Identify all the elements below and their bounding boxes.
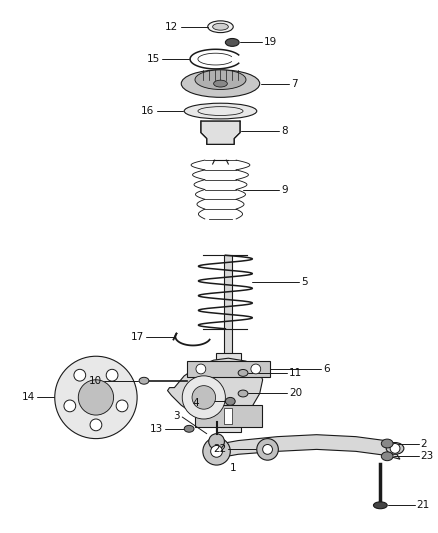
Bar bbox=[187, 361, 269, 377]
Circle shape bbox=[209, 434, 224, 449]
Circle shape bbox=[74, 369, 86, 381]
Ellipse shape bbox=[374, 502, 387, 508]
Ellipse shape bbox=[181, 70, 260, 98]
Text: 12: 12 bbox=[165, 22, 178, 32]
Circle shape bbox=[90, 419, 102, 431]
Text: 9: 9 bbox=[281, 184, 288, 195]
Circle shape bbox=[116, 400, 128, 412]
Ellipse shape bbox=[238, 390, 248, 397]
Text: 2: 2 bbox=[420, 439, 427, 448]
Ellipse shape bbox=[184, 425, 194, 432]
Circle shape bbox=[211, 446, 223, 457]
Circle shape bbox=[257, 439, 278, 460]
Bar bbox=[215, 353, 241, 432]
Ellipse shape bbox=[184, 103, 257, 119]
Text: 20: 20 bbox=[289, 389, 302, 399]
Ellipse shape bbox=[226, 398, 235, 405]
Text: 4: 4 bbox=[192, 398, 199, 408]
Ellipse shape bbox=[238, 369, 248, 376]
Text: 6: 6 bbox=[323, 364, 330, 374]
Text: 15: 15 bbox=[146, 54, 160, 64]
Ellipse shape bbox=[139, 377, 149, 384]
Ellipse shape bbox=[212, 23, 228, 30]
Polygon shape bbox=[167, 358, 263, 422]
Bar bbox=[224, 255, 232, 363]
Ellipse shape bbox=[381, 452, 393, 461]
Ellipse shape bbox=[386, 442, 404, 454]
Text: 3: 3 bbox=[173, 411, 180, 421]
Text: 17: 17 bbox=[131, 332, 144, 342]
Ellipse shape bbox=[195, 70, 246, 90]
Text: 19: 19 bbox=[264, 37, 277, 47]
Ellipse shape bbox=[208, 21, 233, 33]
Text: 13: 13 bbox=[149, 424, 162, 434]
Text: 7: 7 bbox=[291, 78, 298, 88]
Ellipse shape bbox=[226, 38, 239, 46]
Ellipse shape bbox=[214, 80, 227, 87]
Text: 10: 10 bbox=[89, 376, 102, 386]
Text: 11: 11 bbox=[289, 368, 302, 378]
Text: 8: 8 bbox=[281, 126, 288, 136]
Polygon shape bbox=[201, 121, 240, 144]
Circle shape bbox=[203, 438, 230, 465]
Text: 16: 16 bbox=[141, 106, 154, 116]
Text: 21: 21 bbox=[417, 500, 430, 510]
Circle shape bbox=[263, 445, 272, 454]
Text: 1: 1 bbox=[230, 463, 237, 473]
Circle shape bbox=[182, 376, 226, 419]
Bar bbox=[195, 405, 261, 427]
Bar bbox=[224, 408, 232, 424]
Text: 14: 14 bbox=[22, 392, 35, 402]
Ellipse shape bbox=[381, 439, 393, 448]
Circle shape bbox=[78, 380, 113, 415]
Polygon shape bbox=[216, 435, 400, 459]
Text: 5: 5 bbox=[301, 277, 307, 287]
Circle shape bbox=[390, 443, 400, 453]
Text: 23: 23 bbox=[420, 451, 434, 461]
Circle shape bbox=[251, 364, 261, 374]
Circle shape bbox=[55, 356, 137, 439]
Circle shape bbox=[64, 400, 76, 412]
Circle shape bbox=[196, 364, 206, 374]
Circle shape bbox=[192, 386, 215, 409]
Circle shape bbox=[106, 369, 118, 381]
Text: 22: 22 bbox=[213, 445, 226, 455]
